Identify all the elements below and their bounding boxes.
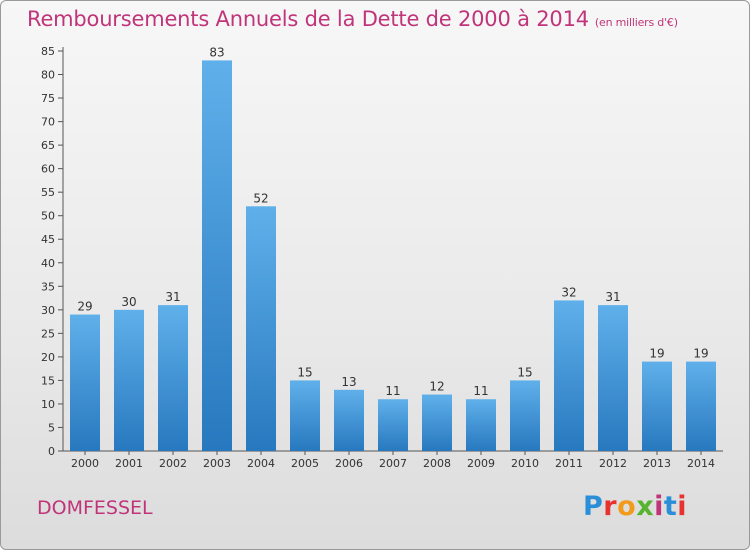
x-tick-label-2008: 2008: [423, 457, 451, 470]
data-label-2003: 83: [209, 45, 224, 59]
x-tick-label-2009: 2009: [467, 457, 495, 470]
y-tick-label: 45: [41, 233, 55, 246]
data-label-2000: 29: [77, 300, 92, 314]
bar-2014: [686, 361, 716, 451]
y-tick-label: 50: [41, 210, 55, 223]
y-tick-label: 60: [41, 163, 55, 176]
y-tick-label: 40: [41, 257, 55, 270]
bar-2002: [158, 305, 188, 451]
x-tick-label-2013: 2013: [643, 457, 671, 470]
data-label-2012: 31: [605, 290, 620, 304]
data-label-2014: 19: [693, 347, 708, 361]
y-tick-label: 85: [41, 45, 55, 58]
bar-2001: [114, 309, 144, 451]
y-tick-label: 75: [41, 92, 55, 105]
x-tick-label-2000: 2000: [71, 457, 99, 470]
x-tick-label-2012: 2012: [599, 457, 627, 470]
bar-2000: [70, 314, 100, 451]
data-label-2005: 15: [297, 365, 312, 379]
logo-letter: P: [583, 491, 604, 522]
y-tick-label: 30: [41, 304, 55, 317]
x-tick-label-2014: 2014: [687, 457, 715, 470]
y-tick-label: 10: [41, 398, 55, 411]
bar-2011: [554, 300, 584, 451]
logo-letter: i: [677, 491, 688, 522]
y-tick-label: 0: [48, 445, 55, 458]
place-name: DOMFESSEL: [37, 497, 153, 519]
bar-2012: [598, 305, 628, 451]
x-tick-label-2006: 2006: [335, 457, 363, 470]
bar-2008: [422, 394, 452, 451]
y-tick-label: 25: [41, 327, 55, 340]
chart-title: Remboursements Annuels de la Dette de 20…: [27, 7, 678, 31]
y-tick-label: 80: [41, 69, 55, 82]
y-tick-label: 5: [48, 421, 55, 434]
y-tick-label: 65: [41, 139, 55, 152]
data-label-2009: 11: [473, 384, 488, 398]
data-label-2013: 19: [649, 347, 664, 361]
data-label-2002: 31: [165, 290, 180, 304]
data-label-2004: 52: [253, 191, 268, 205]
logo-letter: t: [663, 491, 678, 522]
logo-letter: i: [654, 491, 664, 522]
logo-letter: r: [603, 491, 618, 522]
bar-2003: [202, 60, 232, 451]
x-tick-label-2011: 2011: [555, 457, 583, 470]
x-tick-label-2003: 2003: [203, 457, 231, 470]
data-label-2010: 15: [517, 365, 532, 379]
y-tick-label: 70: [41, 116, 55, 129]
bar-2004: [246, 206, 276, 451]
x-tick-label-2004: 2004: [247, 457, 275, 470]
bar-2005: [290, 380, 320, 451]
bar-2010: [510, 380, 540, 451]
y-tick-label: 35: [41, 280, 55, 293]
data-label-2008: 12: [429, 380, 444, 394]
logo-letter: o: [617, 491, 637, 522]
x-tick-label-2002: 2002: [159, 457, 187, 470]
bar-2009: [466, 399, 496, 451]
chart-subtitle: (en milliers d'€): [594, 16, 678, 29]
bar-2007: [378, 399, 408, 451]
data-label-2007: 11: [385, 384, 400, 398]
logo-letter: x: [636, 491, 655, 522]
y-tick-label: 15: [41, 374, 55, 387]
y-tick-label: 55: [41, 186, 55, 199]
chart-title-text: Remboursements Annuels de la Dette de 20…: [27, 7, 589, 31]
data-label-2001: 30: [121, 295, 136, 309]
data-label-2011: 32: [561, 285, 576, 299]
bar-2006: [334, 389, 364, 451]
data-label-2006: 13: [341, 375, 356, 389]
x-tick-label-2001: 2001: [115, 457, 143, 470]
x-tick-label-2007: 2007: [379, 457, 407, 470]
y-tick-label: 20: [41, 351, 55, 364]
proxiti-logo: Proxiti: [583, 491, 687, 522]
x-tick-label-2010: 2010: [511, 457, 539, 470]
x-tick-label-2005: 2005: [291, 457, 319, 470]
bar-2013: [642, 361, 672, 451]
